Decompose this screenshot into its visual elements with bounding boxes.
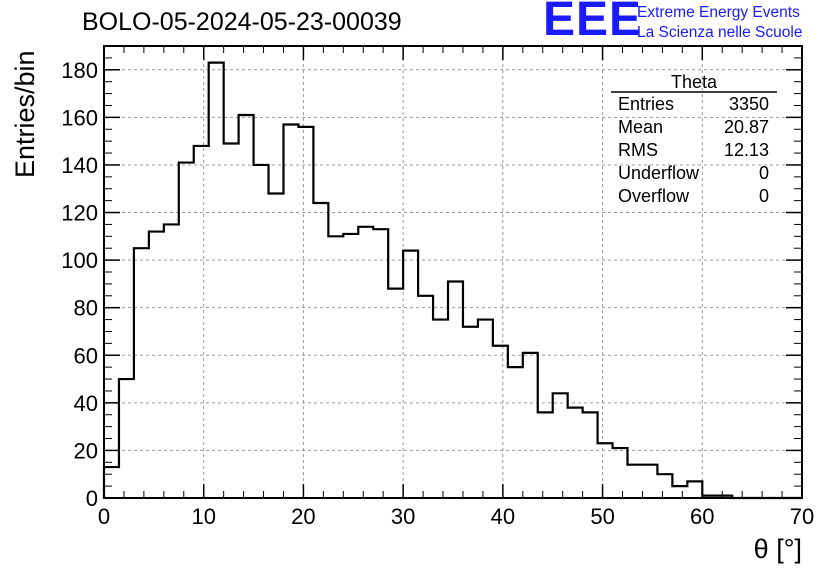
stats-row-value: 0 (759, 186, 769, 206)
stats-row-label: Underflow (618, 163, 700, 183)
stats-row-label: RMS (618, 140, 658, 160)
stats-row-value: 12.13 (724, 140, 769, 160)
x-tick-label: 0 (98, 504, 110, 529)
x-tick-label: 30 (391, 504, 415, 529)
x-tick-label: 70 (790, 504, 814, 529)
y-tick-label: 80 (74, 296, 98, 321)
stats-row-value: 3350 (729, 94, 769, 114)
y-tick-label: 20 (74, 438, 98, 463)
y-tick-label: 180 (61, 58, 98, 83)
tick-labels: 0 10 20 30 40 50 60 70 0 20 40 60 80 100 120 140 160 180 (61, 58, 814, 529)
x-tick-label: 10 (191, 504, 215, 529)
y-tick-label: 120 (61, 201, 98, 226)
logo-line-1: Extreme Energy Events (637, 4, 800, 21)
grid-lines (104, 46, 802, 498)
logo-line-2: La Scienza nelle Scuole (637, 24, 803, 41)
stats-row-label: Mean (618, 117, 663, 137)
stats-row-value: 20.87 (724, 117, 769, 137)
x-axis-label: θ [°] (753, 534, 802, 564)
stats-row-label: Entries (618, 94, 674, 114)
x-tick-label: 50 (590, 504, 614, 529)
histogram-series (102, 61, 802, 500)
y-tick-label: 40 (74, 391, 98, 416)
y-tick-label: 100 (61, 248, 98, 273)
stats-row-value: 0 (759, 163, 769, 183)
x-tick-label: 20 (291, 504, 315, 529)
y-tick-label: 160 (61, 105, 98, 130)
stats-row-label: Overflow (618, 186, 690, 206)
y-tick-label: 0 (86, 486, 98, 511)
stats-box-name: Theta (671, 72, 718, 92)
y-axis-label: Entries/bin (10, 50, 40, 178)
chart-title: BOLO-05-2024-05-23-00039 (82, 8, 402, 36)
x-tick-label: 60 (690, 504, 714, 529)
y-tick-label: 60 (74, 343, 98, 368)
eee-logo: EEE (543, 0, 643, 46)
x-tick-label: 40 (491, 504, 515, 529)
axis-ticks (103, 45, 803, 499)
y-tick-label: 140 (61, 153, 98, 178)
